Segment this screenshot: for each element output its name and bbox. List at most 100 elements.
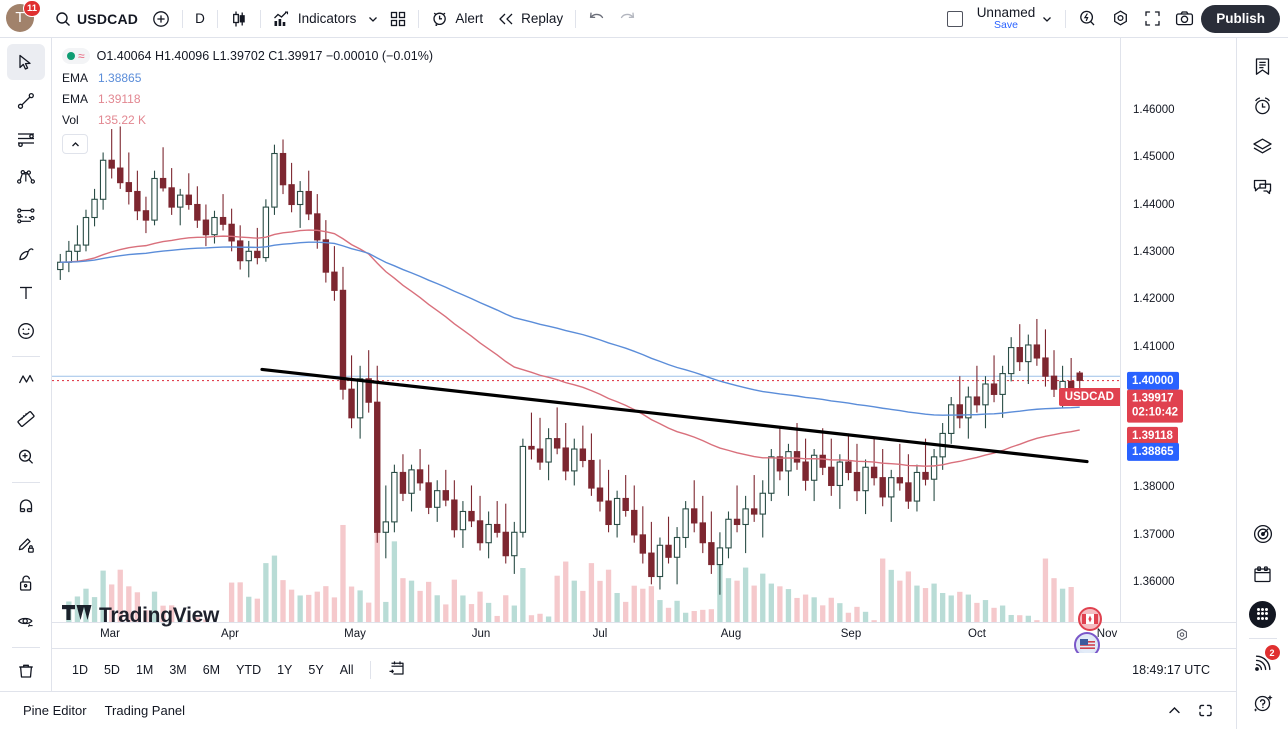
trash-icon [16, 661, 36, 681]
user-avatar[interactable]: T 11 [6, 0, 41, 34]
lock-drawings-tool[interactable] [7, 565, 45, 601]
divider [11, 356, 40, 358]
timeframe-5d[interactable]: 5D [103, 662, 120, 677]
interval-button[interactable]: D [188, 5, 212, 33]
lightning-search-icon [1078, 9, 1097, 28]
timeframe-ytd[interactable]: YTD [236, 662, 262, 677]
pitchfork-icon [16, 167, 36, 187]
data-window-panel-button[interactable] [1244, 126, 1282, 166]
go-to-date-button[interactable] [379, 655, 414, 684]
time-tick: Nov [1096, 628, 1118, 640]
legend-row-volume[interactable]: Vol 135.22 K [62, 113, 433, 127]
time-tick: Jul [592, 628, 608, 640]
legend-value: 1.39118 [98, 92, 141, 106]
bottom-panel-bar: Pine Editor Trading Panel [0, 691, 1236, 729]
publish-button[interactable]: Publish [1201, 4, 1280, 33]
time-tick: Mar [100, 628, 120, 640]
ruler-icon [16, 409, 36, 429]
indicators-label: Indicators [297, 11, 357, 26]
legend-value: 1.38865 [98, 71, 142, 85]
add-symbol-button[interactable] [145, 5, 177, 33]
price-axis[interactable]: 1.46000 1.45000 1.44000 1.43000 1.42000 1.410… [1120, 38, 1236, 653]
undo-button[interactable] [581, 5, 612, 33]
broadcast-panel-button[interactable]: 2 [1244, 643, 1282, 683]
right-toolbar: 2 [1236, 38, 1288, 729]
magnifier-plus-icon [16, 447, 36, 467]
zoom-in-tool[interactable] [7, 439, 45, 475]
measure-tool[interactable] [7, 400, 45, 436]
chart-style-button[interactable] [223, 5, 255, 33]
cad-event-marker[interactable] [1078, 607, 1102, 631]
ideas-panel-button[interactable] [1244, 514, 1282, 554]
price-tick: 1.44000 [1133, 199, 1175, 211]
timeframe-3m[interactable]: 3M [169, 662, 187, 677]
watchlist-panel-button[interactable] [1244, 46, 1282, 86]
indicators-dropdown-button[interactable] [363, 5, 383, 33]
legend-collapse-button[interactable] [62, 134, 88, 154]
radar-target-icon [1252, 523, 1274, 545]
pitchfork-tool[interactable] [7, 159, 45, 195]
horizontal-lines-tool[interactable] [7, 121, 45, 157]
timeframe-5y[interactable]: 5Y [308, 662, 324, 677]
maximize-panel-icon[interactable] [1197, 702, 1214, 719]
cursor-tool[interactable] [6, 44, 45, 81]
calendar-panel-button[interactable] [1244, 554, 1282, 594]
timeframe-1y[interactable]: 1Y [277, 662, 293, 677]
symbol-search-button[interactable]: USDCAD [48, 5, 145, 33]
apps-panel-button[interactable] [1244, 594, 1282, 634]
price-tick: 1.45000 [1133, 151, 1175, 163]
snapshot-button[interactable] [1168, 5, 1201, 33]
timeframe-6m[interactable]: 6M [202, 662, 221, 677]
eye-slash-icon [16, 612, 36, 632]
open-lock-icon [16, 573, 36, 593]
layout-checkbox[interactable] [940, 5, 970, 33]
price-tick: 1.36000 [1133, 576, 1175, 588]
price-tick: 1.41000 [1133, 341, 1175, 353]
indicator-templates-button[interactable] [383, 5, 413, 33]
replay-button[interactable]: Replay [490, 5, 570, 33]
legend-row-ema-slow[interactable]: EMA 1.39118 [62, 92, 433, 106]
drawing-mode-tool[interactable] [7, 527, 45, 563]
left-drawing-toolbar [0, 38, 52, 691]
magnet-tool[interactable] [7, 488, 45, 524]
remove-drawings-tool[interactable] [7, 653, 45, 689]
patterns-tool[interactable] [7, 362, 45, 398]
chart-settings-button[interactable] [1104, 5, 1137, 33]
chart-pane[interactable]: ≈ O1.40064 H1.40096 L1.39702 C1.39917 −0… [52, 38, 1236, 653]
hide-drawings-tool[interactable] [7, 603, 45, 639]
top-toolbar: T 11 USDCAD D [0, 0, 1288, 38]
time-tick: Apr [221, 628, 239, 640]
quick-search-button[interactable] [1071, 5, 1104, 33]
time-axis[interactable]: Mar Apr May Jun Jul Aug Sep Oct Nov [52, 622, 1236, 648]
text-tool[interactable] [7, 274, 45, 310]
alerts-panel-button[interactable] [1244, 86, 1282, 126]
chevron-up-icon[interactable] [1166, 702, 1183, 719]
time-axis-settings-button[interactable] [1174, 627, 1190, 648]
chat-panel-button[interactable] [1244, 166, 1282, 206]
alert-button[interactable]: Alert [424, 5, 490, 33]
tab-trading-panel[interactable]: Trading Panel [104, 703, 186, 718]
clock-label[interactable]: 18:49:17 UTC [1132, 662, 1210, 677]
tab-pine-editor[interactable]: Pine Editor [23, 703, 87, 718]
emoji-tool[interactable] [7, 313, 45, 349]
timeframe-all[interactable]: All [339, 662, 354, 677]
divider [216, 9, 218, 28]
publish-label: Publish [1216, 11, 1265, 26]
green-dot-icon [67, 52, 75, 60]
fullscreen-button[interactable] [1137, 5, 1168, 33]
timeframe-1d[interactable]: 1D [72, 662, 88, 677]
help-panel-button[interactable] [1244, 683, 1282, 723]
trend-line-icon [16, 91, 36, 111]
legend-row-ema-fast[interactable]: EMA 1.38865 [62, 71, 433, 85]
layers-icon [1252, 136, 1273, 157]
timeframe-1m[interactable]: 1M [135, 662, 154, 677]
layout-name-button[interactable]: Unnamed Save [970, 5, 1061, 33]
redo-button[interactable] [612, 5, 643, 33]
divider [1248, 638, 1277, 639]
indicators-button[interactable]: Indicators [266, 5, 364, 33]
fib-tool[interactable] [7, 198, 45, 234]
brush-tool[interactable] [7, 236, 45, 272]
trend-line-tool[interactable] [7, 82, 45, 118]
usd-event-marker[interactable] [1074, 632, 1100, 653]
legend-label: Vol [62, 113, 79, 127]
